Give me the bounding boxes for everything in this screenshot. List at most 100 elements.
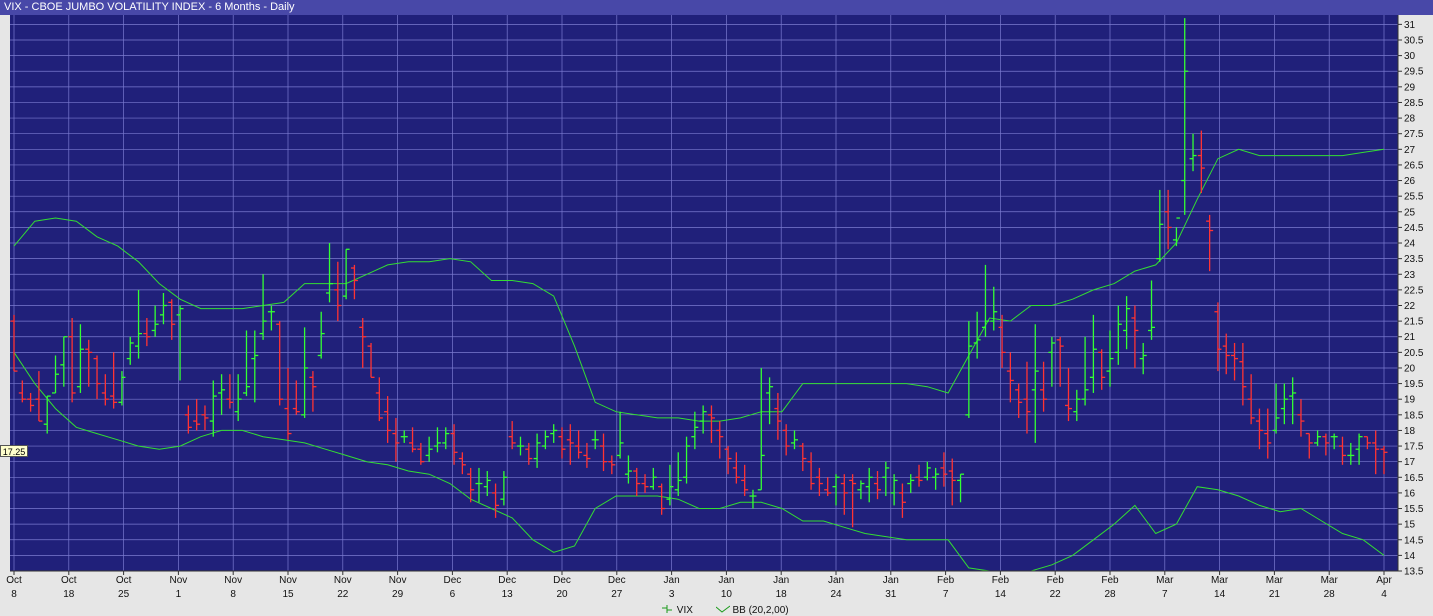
ohlc-bar xyxy=(1231,342,1239,381)
ohlc-bar xyxy=(68,317,76,403)
y-tick-label: 21 xyxy=(1404,332,1416,343)
ohlc-bar xyxy=(168,299,176,340)
ohlc-bar xyxy=(774,392,782,440)
ohlc-bar xyxy=(932,467,940,490)
x-tick-day: 4 xyxy=(1381,589,1387,600)
ohlc-bar xyxy=(475,467,483,503)
ohlc-bar xyxy=(1214,302,1222,372)
ohlc-bar xyxy=(790,430,798,450)
ohlc-bar xyxy=(342,248,350,300)
ohlc-bar xyxy=(849,474,857,528)
y-tick-label: 22 xyxy=(1404,301,1416,312)
legend-vix: VIX xyxy=(660,605,706,616)
legend-bb: BB (20,2,00) xyxy=(715,605,799,616)
y-tick-label: 20 xyxy=(1404,363,1416,374)
ohlc-bar xyxy=(292,380,300,415)
x-tick-day: 18 xyxy=(776,589,788,600)
ohlc-bar xyxy=(591,430,599,450)
y-tick-label: 29.5 xyxy=(1404,67,1424,78)
ohlc-bar xyxy=(832,474,840,506)
ohlc-bar xyxy=(76,324,84,393)
ohlc-bar xyxy=(824,477,832,497)
ohlc-bar xyxy=(1172,217,1180,247)
x-tick-day: 13 xyxy=(502,589,514,600)
y-tick-label: 24.5 xyxy=(1404,223,1424,234)
ohlc-bar xyxy=(1264,408,1272,459)
x-tick-day: 10 xyxy=(721,589,733,600)
ohlc-bar xyxy=(782,424,790,456)
ohlc-bar xyxy=(1372,430,1380,475)
y-tick-label: 14 xyxy=(1404,551,1416,562)
ohlc-bar xyxy=(741,464,749,497)
ohlc-bar xyxy=(1098,349,1106,390)
x-tick-day: 7 xyxy=(1162,589,1168,600)
ohlc-bar xyxy=(151,305,159,337)
y-tick-label: 18.5 xyxy=(1404,410,1424,421)
ohlc-bar xyxy=(541,430,549,450)
ohlc-bar xyxy=(550,424,558,443)
ohlc-bar xyxy=(301,327,309,418)
ohlc-bar xyxy=(1031,324,1039,443)
ohlc-bar xyxy=(101,374,109,406)
ohlc-bar xyxy=(467,467,475,503)
ohlc-bar xyxy=(616,411,624,459)
x-tick-day: 18 xyxy=(63,589,75,600)
ohlc-bar xyxy=(516,436,524,456)
ohlc-legend-icon xyxy=(662,605,672,613)
x-tick-month: Oct xyxy=(6,575,22,586)
ohlc-bar xyxy=(276,321,284,406)
ohlc-bar xyxy=(1156,189,1164,262)
ohlc-bar xyxy=(1239,342,1247,406)
ohlc-bar xyxy=(915,464,923,487)
ohlc-bar xyxy=(1164,189,1172,250)
ohlc-bar xyxy=(209,380,217,437)
ohlc-bar xyxy=(350,264,358,300)
ohlc-bar xyxy=(1247,374,1255,425)
y-tick-label: 17.5 xyxy=(1404,442,1424,453)
ohlc-bar xyxy=(367,342,375,378)
x-tick-day: 20 xyxy=(556,589,568,600)
y-tick-label: 24 xyxy=(1404,239,1416,250)
ohlc-bar xyxy=(874,471,882,500)
ohlc-bar xyxy=(18,380,26,403)
y-tick-label: 31 xyxy=(1404,20,1416,31)
ohlc-bar xyxy=(284,367,292,440)
ohlc-bar xyxy=(359,317,367,368)
ohlc-bar xyxy=(1139,342,1147,375)
ohlc-bar xyxy=(1006,352,1014,403)
last-value-label: 17.25 xyxy=(0,445,28,457)
ohlc-bar xyxy=(799,442,807,472)
x-tick-month: Mar xyxy=(1211,575,1229,586)
y-tick-label: 15.5 xyxy=(1404,504,1424,515)
ohlc-bar xyxy=(998,314,1006,368)
ohlc-bar xyxy=(674,452,682,497)
vix-chart[interactable]: 13.51414.51515.51616.51717.51818.51919.5… xyxy=(0,15,1433,616)
ohlc-bar xyxy=(85,339,93,387)
y-tick-label: 27 xyxy=(1404,145,1416,156)
ohlc-bar xyxy=(940,452,948,487)
ohlc-bar xyxy=(1330,433,1338,450)
ohlc-bar xyxy=(450,424,458,465)
ohlc-bar xyxy=(957,473,965,503)
ohlc-bar xyxy=(234,374,242,422)
y-tick-label: 20.5 xyxy=(1404,348,1424,359)
x-tick-month: Feb xyxy=(1047,575,1065,586)
ohlc-bar xyxy=(1280,383,1288,425)
ohlc-bar xyxy=(500,471,508,506)
ohlc-bar xyxy=(633,467,641,497)
ohlc-bar xyxy=(184,405,192,434)
ohlc-bar xyxy=(716,421,724,459)
y-tick-label: 25.5 xyxy=(1404,192,1424,203)
x-tick-day: 28 xyxy=(1324,589,1336,600)
legend: VIX BB (20,2,00) xyxy=(660,605,809,616)
y-tick-label: 15 xyxy=(1404,520,1416,531)
ohlc-bar xyxy=(317,311,325,359)
ohlc-bar xyxy=(159,293,167,325)
ohlc-bar xyxy=(525,442,533,465)
x-tick-month: Mar xyxy=(1156,575,1174,586)
ohlc-bar xyxy=(566,424,574,465)
ohlc-bar xyxy=(143,317,151,347)
ohlc-bar xyxy=(417,442,425,465)
ohlc-bar xyxy=(1355,433,1363,465)
x-tick-month: Mar xyxy=(1266,575,1284,586)
